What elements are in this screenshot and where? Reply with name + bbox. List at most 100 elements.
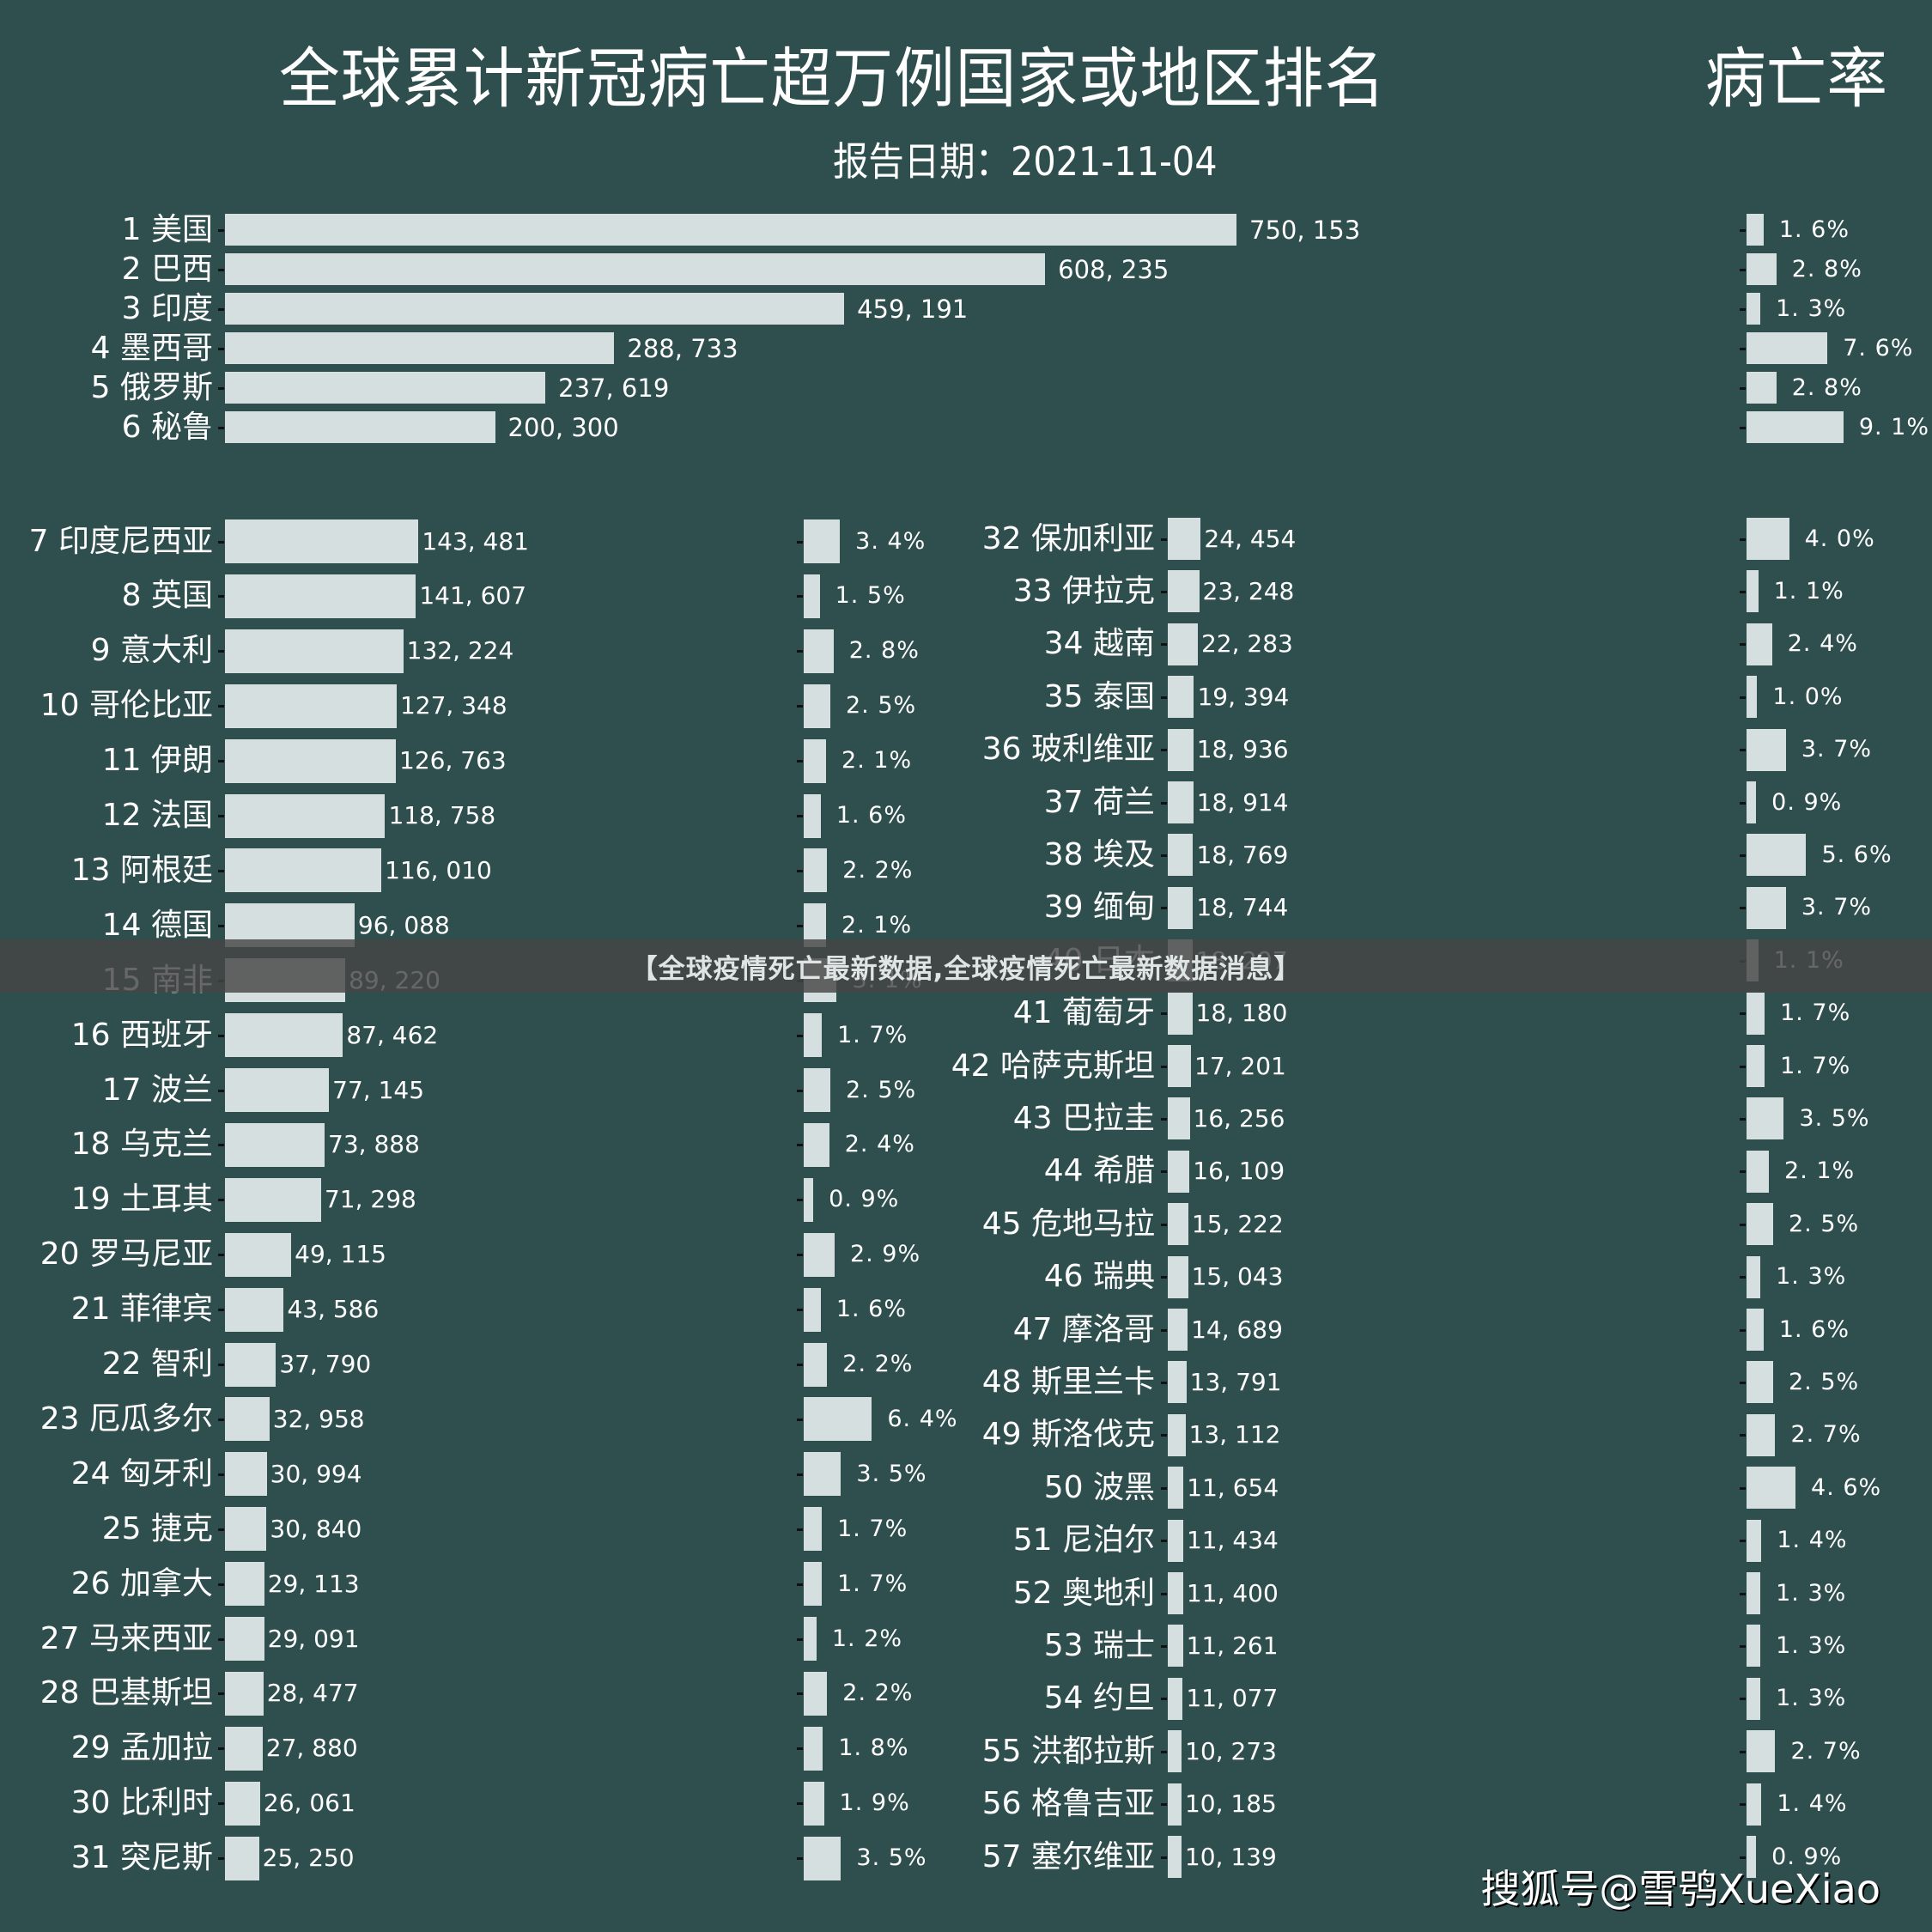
rate-value: 4. 6% [1811, 1473, 1882, 1501]
banner-text: 【全球疫情死亡最新数据,全球疫情死亡最新数据消息】 [630, 953, 1302, 985]
rate-value: 1. 1% [1773, 577, 1844, 605]
country-label: 45 危地马拉 [981, 1206, 1155, 1242]
rate-value: 2. 2% [842, 1680, 914, 1707]
deaths-bar [1168, 623, 1198, 665]
deaths-bar [225, 1562, 264, 1607]
axis-tick [218, 1692, 224, 1696]
country-label: 9 意大利 [90, 633, 213, 669]
rate-value: 1. 6% [1778, 216, 1850, 243]
axis-tick [1161, 1592, 1167, 1595]
rate-bar [804, 1781, 824, 1826]
rate-bar [1747, 1255, 1761, 1298]
deaths-bar [225, 574, 416, 618]
axis-tick [1740, 1856, 1746, 1859]
deaths-bar [225, 372, 546, 404]
rate-bar [1747, 886, 1786, 929]
deaths-value: 26, 061 [263, 1789, 355, 1818]
axis-tick [1740, 1803, 1746, 1807]
overlay-banner: 【全球疫情死亡最新数据,全球疫情死亡最新数据消息】 [0, 939, 1932, 993]
rate-bar [1747, 1677, 1761, 1720]
country-label: 50 波黑 [1043, 1469, 1155, 1505]
rate-bar [804, 1452, 841, 1497]
deaths-value: 18, 744 [1196, 893, 1289, 922]
deaths-bar [1168, 1730, 1182, 1773]
country-label: 20 罗马尼亚 [39, 1236, 213, 1273]
rate-value: 2. 5% [846, 692, 917, 720]
deaths-value: 14, 689 [1191, 1315, 1283, 1344]
deaths-bar [225, 1122, 325, 1167]
rate-bar [804, 1232, 835, 1277]
deaths-bar [225, 332, 615, 364]
country-label: 21 菲律宾 [70, 1291, 213, 1327]
deaths-bar [225, 411, 495, 443]
deaths-bar [225, 253, 1046, 285]
deaths-bar [225, 629, 404, 673]
deaths-value: 19, 394 [1197, 682, 1290, 711]
country-label: 38 埃及 [1043, 836, 1155, 872]
deaths-value: 29, 113 [267, 1569, 360, 1598]
deaths-bar [1168, 1097, 1190, 1140]
axis-tick [1161, 1223, 1167, 1226]
axis-tick [218, 307, 224, 311]
axis-tick [797, 705, 803, 708]
country-label: 5 俄罗斯 [90, 369, 213, 405]
axis-tick [1740, 907, 1746, 910]
axis-tick [797, 1473, 803, 1476]
axis-tick [1161, 643, 1167, 647]
axis-tick [1161, 801, 1167, 805]
deaths-bar [1168, 1625, 1183, 1668]
rate-value: 0. 9% [1771, 1843, 1843, 1870]
axis-tick [1740, 1223, 1746, 1226]
axis-tick [1161, 1170, 1167, 1174]
axis-tick [1740, 347, 1746, 350]
country-label: 6 秘鲁 [121, 409, 213, 445]
axis-tick [218, 1637, 224, 1641]
rate-bar [804, 629, 834, 673]
axis-tick [1161, 1328, 1167, 1332]
axis-tick [1740, 1540, 1746, 1543]
deaths-bar [225, 1726, 263, 1771]
axis-tick [218, 1857, 224, 1861]
axis-tick [218, 1583, 224, 1586]
rate-value: 1. 3% [1776, 1631, 1847, 1659]
deaths-value: 77, 145 [332, 1075, 425, 1104]
rate-value: 2. 5% [1789, 1210, 1860, 1237]
deaths-value: 43, 586 [287, 1295, 380, 1324]
country-label: 8 英国 [121, 578, 213, 614]
axis-tick [1740, 1434, 1746, 1437]
country-label: 7 印度尼西亚 [28, 523, 213, 559]
rate-value: 2. 4% [844, 1131, 915, 1158]
axis-tick [218, 1199, 224, 1202]
axis-tick [1161, 590, 1167, 593]
deaths-value: 73, 888 [328, 1130, 420, 1159]
deaths-bar [225, 519, 419, 563]
country-label: 23 厄瓜多尔 [39, 1400, 213, 1437]
country-label: 27 马来西亚 [39, 1620, 213, 1656]
rate-value: 3. 4% [855, 527, 927, 555]
rate-value: 3. 7% [1801, 736, 1873, 763]
rate-value: 1. 7% [1780, 1052, 1851, 1079]
axis-tick [218, 1802, 224, 1806]
deaths-value: 30, 994 [270, 1459, 362, 1488]
rate-bar [1747, 518, 1789, 560]
deaths-value: 29, 091 [267, 1624, 360, 1653]
rate-bar [1747, 1203, 1773, 1246]
deaths-value: 71, 298 [324, 1185, 416, 1214]
axis-tick [797, 1692, 803, 1696]
rate-value: 9. 1% [1858, 413, 1930, 440]
rate-column-title: 病亡率 [1705, 40, 1888, 117]
deaths-value: 22, 283 [1200, 629, 1293, 659]
rate-value: 2. 1% [1784, 1157, 1856, 1185]
axis-tick [797, 1583, 803, 1586]
rate-bar [1747, 623, 1772, 665]
axis-tick [1740, 1592, 1746, 1595]
deaths-value: 25, 250 [262, 1844, 355, 1873]
rate-value: 4. 0% [1804, 525, 1875, 552]
country-label: 46 瑞典 [1043, 1259, 1155, 1295]
country-label: 31 突尼斯 [70, 1840, 213, 1876]
axis-tick [1161, 1644, 1167, 1648]
rate-value: 6. 4% [887, 1405, 958, 1432]
axis-tick [1161, 1750, 1167, 1753]
deaths-value: 11, 654 [1187, 1473, 1279, 1502]
country-label: 3 印度 [121, 290, 213, 326]
